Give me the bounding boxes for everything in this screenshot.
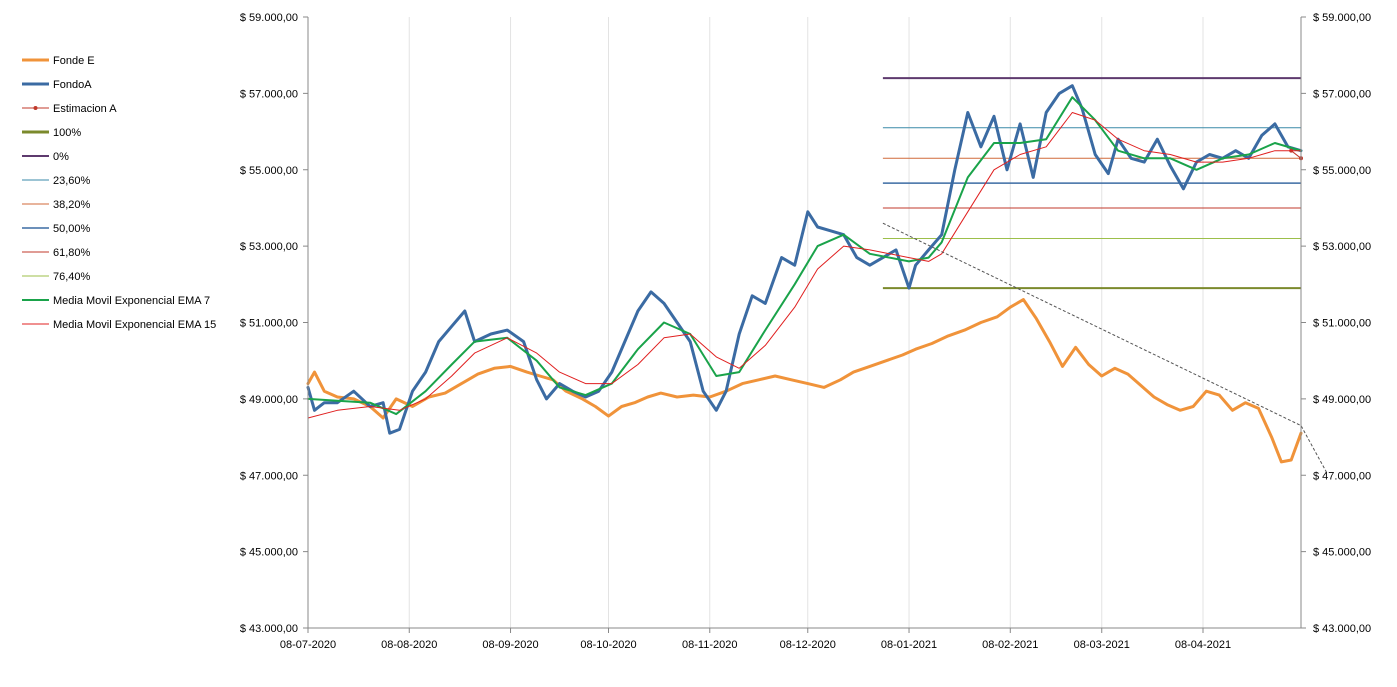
x-tick-label: 08-07-2020 (280, 639, 336, 651)
y-tick-label-left: $ 53.000,00 (240, 241, 298, 253)
x-tick-label: 08-10-2020 (580, 639, 636, 651)
trendline-line (882, 222, 1328, 474)
series-line-4 (307, 112, 1302, 419)
legend-label: Estimacion A (53, 103, 117, 115)
y-tick-label-right: $ 51.000,00 (1313, 318, 1371, 330)
y-tick-label-left: $ 43.000,00 (240, 623, 298, 635)
legend-label: 0% (53, 151, 69, 163)
y-tick-label-left: $ 59.000,00 (240, 12, 298, 24)
y-tick-label-right: $ 57.000,00 (1313, 88, 1371, 100)
legend-label: 23,60% (53, 175, 91, 187)
trendline (882, 222, 1328, 474)
fibonacci-levels (882, 77, 1301, 290)
legend-label: FondoA (53, 79, 92, 91)
axes: 08-07-2020 08-08-2020 08-09-2020 08-10-2020… (240, 12, 1371, 651)
legend-marker (33, 106, 38, 110)
series-line-2 (1290, 150, 1302, 159)
x-tick-label: 08-09-2020 (482, 639, 538, 651)
y-tick-label-right: $ 49.000,00 (1313, 394, 1371, 406)
x-tick-label: 08-04-2021 (1175, 639, 1231, 651)
y-tick-label-right: $ 45.000,00 (1313, 547, 1371, 559)
legend-label: 50,00% (53, 223, 91, 235)
y-tick-label-right: $ 59.000,00 (1313, 12, 1371, 24)
legend-label: Media Movil Exponencial EMA 7 (53, 295, 210, 307)
y-tick-label-left: $ 49.000,00 (240, 394, 298, 406)
y-tick-label-right: $ 53.000,00 (1313, 241, 1371, 253)
x-tick-label: 08-11-2020 (682, 639, 737, 651)
y-tick-label-left: $ 47.000,00 (240, 470, 298, 482)
y-tick-label-right: $ 47.000,00 (1313, 470, 1371, 482)
series-line-3 (307, 96, 1302, 416)
y-tick-label-left: $ 45.000,00 (240, 547, 298, 559)
y-tick-label-right: $ 55.000,00 (1313, 165, 1371, 177)
series-lines (306, 84, 1303, 464)
y-tick-label-left: $ 51.000,00 (240, 318, 298, 330)
legend: Fonde E FondoA Estimacion A 100% 0% 23,60% 38,… (22, 55, 216, 331)
y-tick-label-left: $ 55.000,00 (240, 165, 298, 177)
x-tick-label: 08-03-2021 (1074, 639, 1130, 651)
y-tick-label-right: $ 43.000,00 (1313, 623, 1371, 635)
series-line-1 (306, 84, 1303, 435)
x-tick-label: 08-01-2021 (881, 639, 937, 651)
legend-label: Fonde E (53, 55, 95, 67)
legend-label: Media Movil Exponencial EMA 15 (53, 319, 216, 331)
x-tick-label: 08-12-2020 (780, 639, 836, 651)
y-tick-label-left: $ 57.000,00 (240, 88, 298, 100)
legend-label: 61,80% (53, 247, 91, 259)
legend-label: 100% (53, 127, 81, 139)
x-tick-label: 08-02-2021 (982, 639, 1038, 651)
legend-label: 38,20% (53, 199, 91, 211)
x-tick-label: 08-08-2020 (381, 639, 437, 651)
series-line-0 (306, 298, 1303, 464)
legend-label: 76,40% (53, 271, 91, 283)
grid-lines (408, 17, 1204, 628)
